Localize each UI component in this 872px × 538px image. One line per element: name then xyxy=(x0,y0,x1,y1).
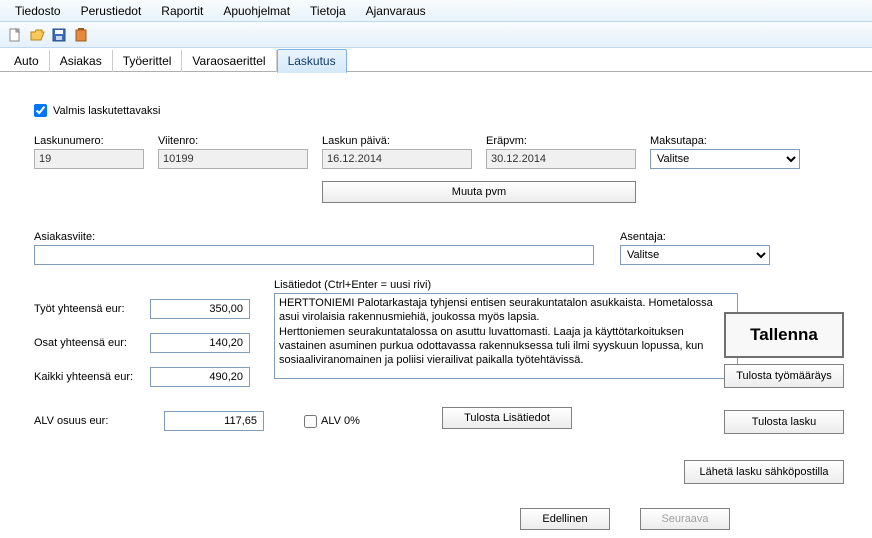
laskun-paiva-input xyxy=(322,149,472,169)
tab-varaosaerittely[interactable]: Varaosaerittel xyxy=(182,50,276,72)
tulosta-lasku-button[interactable]: Tulosta lasku xyxy=(724,410,844,434)
seuraava-button[interactable]: Seuraava xyxy=(640,508,730,530)
muuta-pvm-button[interactable]: Muuta pvm xyxy=(322,181,636,203)
alv-row: ALV osuus eur: ALV 0% xyxy=(34,411,360,431)
asentaja-label: Asentaja: xyxy=(620,231,770,243)
save-icon[interactable] xyxy=(50,26,68,44)
kaikki-label: Kaikki yhteensä eur: xyxy=(34,371,144,383)
tab-laskutus[interactable]: Laskutus xyxy=(277,49,347,73)
osat-value[interactable] xyxy=(150,333,250,353)
menu-perustiedot[interactable]: Perustiedot xyxy=(71,1,152,21)
lisatiedot-label: Lisätiedot (Ctrl+Enter = uusi rivi) xyxy=(274,279,738,291)
laskunumero-input xyxy=(34,149,144,169)
right-buttons: Tallenna Tulosta työmääräys Tulosta lask… xyxy=(724,312,844,434)
osat-label: Osat yhteensä eur: xyxy=(34,337,144,349)
menu-tietoja[interactable]: Tietoja xyxy=(300,1,356,21)
laskun-paiva-label: Laskun päivä: xyxy=(322,135,472,147)
menubar: Tiedosto Perustiedot Raportit Apuohjelma… xyxy=(0,0,872,22)
maksutapa-select[interactable]: Valitse xyxy=(650,149,800,169)
tab-asiakas[interactable]: Asiakas xyxy=(50,50,113,72)
tab-tyoerittely[interactable]: Työerittel xyxy=(113,50,183,72)
ready-checkbox[interactable] xyxy=(34,104,47,117)
laskunumero-label: Laskunumero: xyxy=(34,135,144,147)
tyot-label: Työt yhteensä eur: xyxy=(34,303,144,315)
erapvm-input xyxy=(486,149,636,169)
laheta-sahkoposti-button[interactable]: Lähetä lasku sähköpostilla xyxy=(684,460,844,484)
menu-tiedosto[interactable]: Tiedosto xyxy=(5,1,71,21)
kaikki-value[interactable] xyxy=(150,367,250,387)
tab-auto[interactable]: Auto xyxy=(4,50,50,72)
ready-checkbox-row: Valmis laskutettavaksi xyxy=(34,104,844,117)
totals-area: Työt yhteensä eur: Osat yhteensä eur: Ka… xyxy=(34,299,844,387)
open-icon[interactable] xyxy=(28,26,46,44)
nav-buttons: Edellinen Seuraava xyxy=(520,508,730,530)
new-icon[interactable] xyxy=(6,26,24,44)
lisatiedot-textarea[interactable] xyxy=(274,293,738,379)
tallenna-button[interactable]: Tallenna xyxy=(724,312,844,358)
asentaja-select[interactable]: Valitse xyxy=(620,245,770,265)
erapvm-label: Eräpvm: xyxy=(486,135,636,147)
ready-checkbox-label: Valmis laskutettavaksi xyxy=(53,105,160,117)
tulosta-tyomaarays-button[interactable]: Tulosta työmääräys xyxy=(724,364,844,388)
tabs: Auto Asiakas Työerittel Varaosaerittel L… xyxy=(0,48,872,72)
delete-icon[interactable] xyxy=(72,26,90,44)
alv0-checkbox[interactable] xyxy=(304,415,317,428)
viitenro-input xyxy=(158,149,308,169)
asiakasviite-input[interactable] xyxy=(34,245,594,265)
tyot-value[interactable] xyxy=(150,299,250,319)
maksutapa-label: Maksutapa: xyxy=(650,135,800,147)
menu-ajanvaraus[interactable]: Ajanvaraus xyxy=(356,1,436,21)
toolbar xyxy=(0,22,872,48)
alv-value[interactable] xyxy=(164,411,264,431)
alv0-label: ALV 0% xyxy=(321,415,360,427)
invoice-fields: Laskunumero: Viitenro: Laskun päivä: Erä… xyxy=(34,135,844,203)
alv-label: ALV osuus eur: xyxy=(34,415,144,427)
asiakasviite-label: Asiakasviite: xyxy=(34,231,594,243)
viitenro-label: Viitenro: xyxy=(158,135,308,147)
tulosta-lisatiedot-button[interactable]: Tulosta Lisätiedot xyxy=(442,407,572,429)
edellinen-button[interactable]: Edellinen xyxy=(520,508,610,530)
lisatiedot-area: Lisätiedot (Ctrl+Enter = uusi rivi) xyxy=(274,279,738,382)
menu-apuohjelmat[interactable]: Apuohjelmat xyxy=(213,1,300,21)
reference-row: Asiakasviite: Asentaja: Valitse xyxy=(34,231,844,265)
menu-raportit[interactable]: Raportit xyxy=(151,1,213,21)
